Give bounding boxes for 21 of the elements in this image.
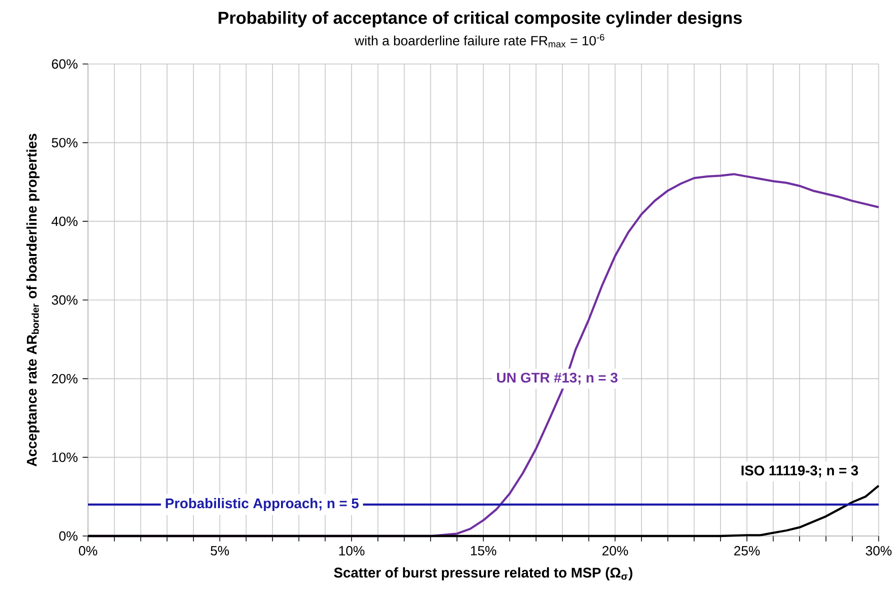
y-tick-label: 20% [52, 374, 78, 384]
x-tick-label: 20% [602, 546, 628, 556]
y-tick-label: 30% [52, 295, 78, 305]
y-tick-label: 40% [52, 216, 78, 226]
x-tick-label: 25% [734, 546, 760, 556]
x-tick-label: 10% [339, 546, 364, 556]
series-label: ISO 11119-3; n = 3 [742, 466, 858, 478]
series-label: Probabilistic Approach; n = 5 [166, 498, 359, 512]
y-tick-label: 50% [52, 138, 78, 148]
x-tick-label: 5% [210, 546, 229, 556]
y-tick-label: 0% [59, 531, 78, 541]
x-tick-label: 0% [78, 546, 98, 556]
chart-title: Probability of acceptance of critical composite cylinder designs [218, 11, 742, 28]
y-axis-title: Acceptance rate AR$_{border}$ of boarderline properties [26, 134, 40, 466]
chart-subtitle: with a boarderline failure rate FR$_{max}$ = 10$^{-6}$ [354, 34, 604, 48]
x-tick-label: 15% [471, 546, 496, 556]
x-axis-title: Scatter of burst pressure related to MSP (Ω$_{σ}$) [334, 567, 632, 580]
y-tick-label: 60% [52, 59, 78, 69]
y-tick-label: 10% [52, 452, 78, 462]
x-tick-label: 30% [866, 546, 892, 556]
series-label: UN GTR #13; n = 3 [497, 372, 618, 385]
